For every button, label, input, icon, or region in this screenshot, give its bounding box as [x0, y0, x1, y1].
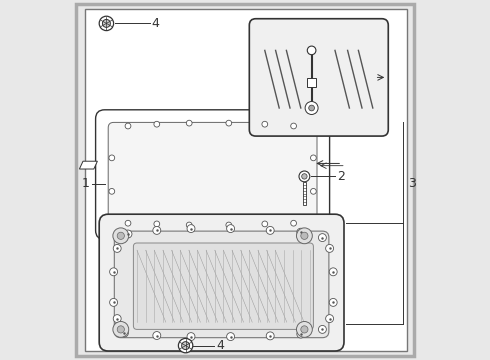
Circle shape — [301, 326, 308, 333]
Circle shape — [262, 221, 268, 227]
Circle shape — [113, 228, 129, 244]
Circle shape — [113, 321, 129, 337]
Circle shape — [124, 230, 132, 238]
FancyBboxPatch shape — [249, 19, 388, 136]
Circle shape — [154, 121, 160, 127]
Circle shape — [297, 228, 305, 236]
Bar — [307, 78, 316, 87]
Circle shape — [227, 333, 235, 341]
Bar — [85, 9, 407, 351]
FancyBboxPatch shape — [133, 243, 314, 329]
Circle shape — [102, 19, 110, 27]
Circle shape — [110, 268, 118, 276]
Circle shape — [318, 325, 326, 333]
Circle shape — [311, 189, 316, 194]
Circle shape — [109, 189, 115, 194]
Circle shape — [311, 155, 316, 161]
Circle shape — [117, 232, 124, 239]
Circle shape — [299, 171, 310, 182]
Circle shape — [296, 321, 312, 337]
Circle shape — [154, 221, 160, 227]
Circle shape — [226, 120, 232, 126]
Circle shape — [266, 226, 274, 234]
FancyBboxPatch shape — [114, 231, 329, 338]
Circle shape — [329, 268, 337, 276]
Circle shape — [109, 155, 115, 161]
Text: 4: 4 — [151, 17, 159, 30]
Circle shape — [125, 220, 131, 226]
Circle shape — [125, 123, 131, 129]
Circle shape — [110, 298, 118, 306]
Circle shape — [262, 121, 268, 127]
Circle shape — [187, 333, 195, 341]
Circle shape — [121, 329, 128, 337]
Circle shape — [296, 228, 312, 244]
Circle shape — [326, 315, 334, 323]
Circle shape — [226, 222, 232, 228]
Circle shape — [153, 226, 161, 234]
Circle shape — [291, 220, 296, 226]
Circle shape — [182, 342, 190, 350]
FancyBboxPatch shape — [108, 122, 317, 227]
FancyBboxPatch shape — [96, 110, 330, 239]
Circle shape — [227, 225, 235, 233]
Circle shape — [266, 332, 274, 340]
Circle shape — [307, 46, 316, 55]
Text: 4: 4 — [216, 339, 224, 352]
Circle shape — [99, 16, 114, 31]
Polygon shape — [79, 161, 98, 169]
Circle shape — [329, 298, 337, 306]
Circle shape — [318, 234, 326, 242]
Circle shape — [301, 232, 308, 239]
Circle shape — [326, 244, 334, 252]
Circle shape — [187, 225, 195, 233]
Circle shape — [297, 330, 305, 338]
Circle shape — [117, 326, 124, 333]
Circle shape — [291, 123, 296, 129]
Circle shape — [186, 222, 192, 228]
Circle shape — [113, 315, 121, 323]
Bar — [303, 182, 306, 205]
Circle shape — [186, 120, 192, 126]
Circle shape — [305, 102, 318, 114]
Circle shape — [309, 105, 315, 111]
Circle shape — [178, 338, 193, 353]
Circle shape — [153, 332, 161, 339]
Text: 1: 1 — [82, 177, 90, 190]
Text: 2: 2 — [337, 170, 344, 183]
Circle shape — [302, 174, 307, 179]
Circle shape — [113, 244, 121, 252]
Text: 3: 3 — [408, 177, 416, 190]
FancyBboxPatch shape — [99, 214, 344, 351]
